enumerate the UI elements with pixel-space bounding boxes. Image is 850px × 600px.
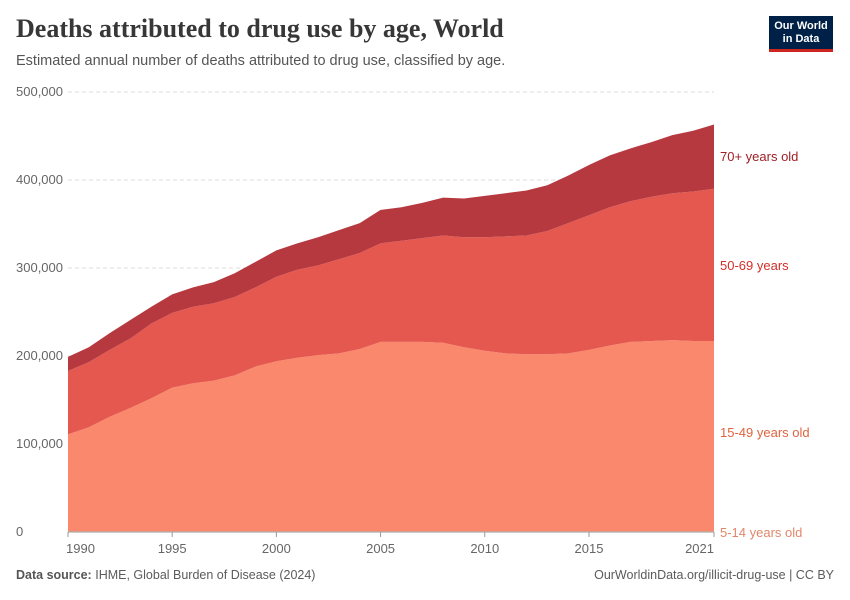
chart-subtitle: Estimated annual number of deaths attrib… xyxy=(16,53,506,69)
x-tick-label: 2010 xyxy=(470,541,499,556)
series-label: 70+ years old xyxy=(720,149,798,164)
area-series-50-69-years xyxy=(68,188,714,435)
logo-text: Our World in Data xyxy=(774,20,828,45)
series-label: 15-49 years old xyxy=(720,425,810,440)
x-tick-label: 2021 xyxy=(685,541,714,556)
data-source: Data source: IHME, Global Burden of Dise… xyxy=(16,568,315,582)
y-tick-label: 400,000 xyxy=(16,172,63,187)
y-tick-label: 0 xyxy=(16,524,23,539)
series-label: 5-14 years old xyxy=(720,525,802,540)
area-series-70-years-old xyxy=(68,124,714,371)
x-tick-label: 1995 xyxy=(158,541,187,556)
area-series-15-49-years-old xyxy=(68,340,714,532)
y-tick-label: 100,000 xyxy=(16,436,63,451)
source-link[interactable]: OurWorldinData.org/illicit-drug-use | CC… xyxy=(594,568,834,582)
owid-logo[interactable]: Our World in Data xyxy=(769,16,833,52)
y-tick-label: 200,000 xyxy=(16,348,63,363)
x-tick-label: 1990 xyxy=(66,541,95,556)
x-tick-label: 2015 xyxy=(575,541,604,556)
series-label: 50-69 years xyxy=(720,258,789,273)
y-tick-label: 300,000 xyxy=(16,260,63,275)
data-source-label: Data source: xyxy=(16,568,92,582)
x-tick-label: 2005 xyxy=(366,541,395,556)
data-source-text: IHME, Global Burden of Disease (2024) xyxy=(95,568,316,582)
y-tick-label: 500,000 xyxy=(16,84,63,99)
chart-title: Deaths attributed to drug use by age, Wo… xyxy=(16,14,504,43)
x-tick-label: 2000 xyxy=(262,541,291,556)
